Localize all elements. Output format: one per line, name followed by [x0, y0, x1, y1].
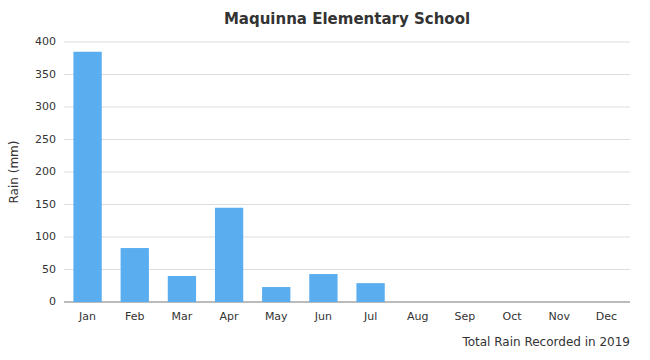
grid [64, 42, 630, 302]
grid-line [64, 139, 630, 140]
y-tick-label: 100 [35, 230, 56, 243]
bar [309, 274, 337, 302]
bar [404, 302, 432, 303]
x-tick-label: Dec [596, 310, 617, 323]
grid-line [64, 237, 630, 238]
x-tick-label: Apr [220, 310, 240, 323]
y-tick-label: 300 [35, 100, 56, 113]
bar [592, 302, 620, 303]
bar [262, 287, 290, 302]
y-ticks: 0 50 100 150 200 250 300 350 400 [35, 35, 56, 308]
y-tick-label: 0 [49, 295, 56, 308]
x-tick-label: Jan [78, 310, 96, 323]
y-axis-label: Rain (mm) [7, 141, 21, 204]
bar [498, 302, 526, 303]
x-ticks: Jan Feb Mar Apr May Jun Jul Aug Sep Oct Nov Dec [78, 310, 617, 323]
title: Maquinna Elementary School [224, 10, 470, 28]
x-tick-label: Nov [549, 310, 571, 323]
bar [545, 302, 573, 303]
y-tick-label: 400 [35, 35, 56, 48]
bar [73, 52, 101, 302]
x-tick-label: Feb [125, 310, 144, 323]
x-tick-label: Oct [503, 310, 523, 323]
grid-line [64, 204, 630, 205]
bar [168, 276, 196, 302]
x-tick-label: Jun [314, 310, 332, 323]
bar [121, 248, 149, 302]
grid-line [64, 42, 630, 43]
bar [451, 302, 479, 303]
x-axis-label: Total Rain Recorded in 2019 [461, 335, 630, 349]
y-tick-label: 250 [35, 133, 56, 146]
bar [215, 208, 243, 302]
y-tick-label: 350 [35, 68, 56, 81]
bars [73, 52, 384, 302]
x-tick-label: Aug [407, 310, 428, 323]
x-tick-label: Mar [172, 310, 193, 323]
chart: 050100150200250300350400JanFebMarAprMayJ… [0, 0, 650, 360]
x-tick-label: Jul [363, 310, 377, 323]
bar [356, 283, 384, 302]
grid-line [64, 172, 630, 173]
x-tick-label: May [265, 310, 288, 323]
x-tick-label: Sep [455, 310, 476, 323]
y-tick-label: 200 [35, 165, 56, 178]
grid-line [64, 107, 630, 108]
y-tick-label: 50 [42, 263, 56, 276]
grid-line [64, 74, 630, 75]
y-tick-label: 150 [35, 198, 56, 211]
